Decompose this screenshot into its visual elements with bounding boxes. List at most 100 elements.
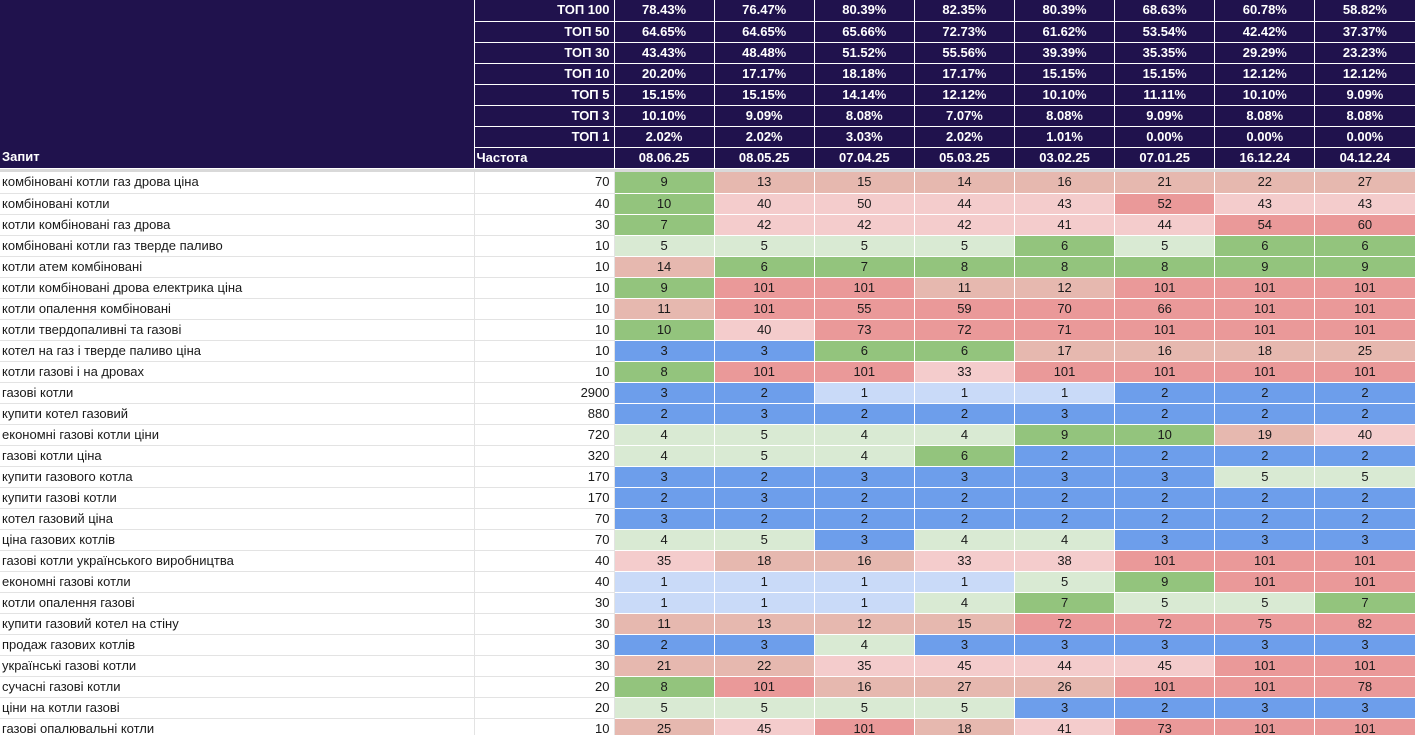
- frequency-cell[interactable]: 70: [474, 172, 615, 194]
- position-cell[interactable]: 27: [1314, 172, 1415, 194]
- position-cell[interactable]: 7: [1014, 592, 1116, 614]
- query-cell[interactable]: котел газовий ціна: [0, 508, 475, 530]
- frequency-cell[interactable]: 30: [474, 613, 615, 635]
- summary-percent[interactable]: 80.39%: [814, 0, 915, 22]
- position-cell[interactable]: 5: [1014, 571, 1116, 593]
- position-cell[interactable]: 101: [1314, 361, 1415, 383]
- position-cell[interactable]: 2: [1014, 487, 1116, 509]
- position-cell[interactable]: 44: [1014, 655, 1116, 677]
- position-cell[interactable]: 45: [914, 655, 1016, 677]
- position-cell[interactable]: 2: [1314, 508, 1415, 530]
- position-cell[interactable]: 5: [1214, 466, 1316, 488]
- position-cell[interactable]: 25: [614, 718, 715, 735]
- position-cell[interactable]: 16: [1014, 172, 1116, 194]
- frequency-cell[interactable]: 30: [474, 592, 615, 614]
- frequency-cell[interactable]: 320: [474, 445, 615, 467]
- position-cell[interactable]: 3: [1114, 634, 1216, 656]
- position-cell[interactable]: 7: [614, 214, 715, 236]
- position-cell[interactable]: 66: [1114, 298, 1216, 320]
- query-cell[interactable]: купити газового котла: [0, 466, 475, 488]
- query-cell[interactable]: купити котел газовий: [0, 403, 475, 425]
- position-cell[interactable]: 71: [1014, 319, 1116, 341]
- position-cell[interactable]: 1: [914, 382, 1016, 404]
- position-cell[interactable]: 3: [614, 340, 715, 362]
- position-cell[interactable]: 2: [1114, 382, 1216, 404]
- position-cell[interactable]: 2: [1014, 508, 1116, 530]
- summary-percent[interactable]: 15.15%: [1114, 63, 1216, 85]
- summary-percent[interactable]: 14.14%: [814, 84, 915, 106]
- summary-percent[interactable]: 7.07%: [914, 105, 1016, 127]
- position-cell[interactable]: 8: [1014, 256, 1116, 278]
- query-cell[interactable]: українські газові котли: [0, 655, 475, 677]
- summary-percent[interactable]: 0.00%: [1314, 126, 1415, 148]
- position-cell[interactable]: 4: [814, 634, 915, 656]
- position-cell[interactable]: 101: [1314, 571, 1415, 593]
- query-cell[interactable]: котли опалення комбіновані: [0, 298, 475, 320]
- position-cell[interactable]: 8: [614, 361, 715, 383]
- position-cell[interactable]: 2: [714, 508, 815, 530]
- position-cell[interactable]: 101: [1014, 361, 1116, 383]
- query-cell[interactable]: економні газові котли: [0, 571, 475, 593]
- position-cell[interactable]: 4: [614, 529, 715, 551]
- position-cell[interactable]: 2: [914, 508, 1016, 530]
- summary-percent[interactable]: 51.52%: [814, 42, 915, 64]
- summary-percent[interactable]: 39.39%: [1014, 42, 1116, 64]
- position-cell[interactable]: 6: [1314, 235, 1415, 257]
- position-cell[interactable]: 3: [714, 340, 815, 362]
- position-cell[interactable]: 101: [714, 676, 815, 698]
- position-cell[interactable]: 1: [614, 571, 715, 593]
- position-cell[interactable]: 6: [714, 256, 815, 278]
- summary-percent[interactable]: 68.63%: [1114, 0, 1216, 22]
- position-cell[interactable]: 38: [1014, 550, 1116, 572]
- column-header-date[interactable]: 16.12.24: [1214, 147, 1316, 169]
- query-cell[interactable]: котел на газ і тверде паливо ціна: [0, 340, 475, 362]
- position-cell[interactable]: 101: [814, 361, 915, 383]
- summary-percent[interactable]: 8.08%: [814, 105, 915, 127]
- position-cell[interactable]: 82: [1314, 613, 1415, 635]
- summary-percent[interactable]: 2.02%: [614, 126, 715, 148]
- position-cell[interactable]: 18: [914, 718, 1016, 735]
- position-cell[interactable]: 1: [814, 592, 915, 614]
- position-cell[interactable]: 45: [714, 718, 815, 735]
- column-header-date[interactable]: 07.04.25: [814, 147, 915, 169]
- position-cell[interactable]: 2: [614, 403, 715, 425]
- frequency-cell[interactable]: 10: [474, 361, 615, 383]
- position-cell[interactable]: 4: [914, 529, 1016, 551]
- position-cell[interactable]: 16: [1114, 340, 1216, 362]
- summary-percent[interactable]: 18.18%: [814, 63, 915, 85]
- position-cell[interactable]: 2: [1214, 487, 1316, 509]
- position-cell[interactable]: 18: [1214, 340, 1316, 362]
- position-cell[interactable]: 2: [1314, 487, 1415, 509]
- frequency-cell[interactable]: 40: [474, 193, 615, 215]
- position-cell[interactable]: 11: [614, 298, 715, 320]
- frequency-cell[interactable]: 70: [474, 529, 615, 551]
- query-cell[interactable]: комбіновані котли: [0, 193, 475, 215]
- summary-percent[interactable]: 8.08%: [1314, 105, 1415, 127]
- summary-percent[interactable]: 1.01%: [1014, 126, 1116, 148]
- query-cell[interactable]: котли комбіновані дрова електрика ціна: [0, 277, 475, 299]
- frequency-cell[interactable]: 40: [474, 550, 615, 572]
- query-cell[interactable]: комбіновані котли газ дрова ціна: [0, 172, 475, 194]
- position-cell[interactable]: 101: [714, 361, 815, 383]
- position-cell[interactable]: 35: [814, 655, 915, 677]
- frequency-cell[interactable]: 10: [474, 319, 615, 341]
- position-cell[interactable]: 72: [1014, 613, 1116, 635]
- position-cell[interactable]: 101: [1314, 550, 1415, 572]
- position-cell[interactable]: 3: [1314, 634, 1415, 656]
- summary-percent[interactable]: 53.54%: [1114, 21, 1216, 43]
- summary-percent[interactable]: 12.12%: [914, 84, 1016, 106]
- position-cell[interactable]: 43: [1314, 193, 1415, 215]
- position-cell[interactable]: 3: [1214, 529, 1316, 551]
- summary-percent[interactable]: 9.09%: [1314, 84, 1415, 106]
- summary-percent[interactable]: 17.17%: [914, 63, 1016, 85]
- position-cell[interactable]: 101: [814, 277, 915, 299]
- column-header-query[interactable]: Запит: [0, 147, 475, 169]
- position-cell[interactable]: 1: [914, 571, 1016, 593]
- query-cell[interactable]: сучасні газові котли: [0, 676, 475, 698]
- summary-percent[interactable]: 0.00%: [1114, 126, 1216, 148]
- summary-percent[interactable]: 8.08%: [1014, 105, 1116, 127]
- position-cell[interactable]: 2: [1114, 403, 1216, 425]
- position-cell[interactable]: 14: [914, 172, 1016, 194]
- position-cell[interactable]: 3: [814, 529, 915, 551]
- position-cell[interactable]: 78: [1314, 676, 1415, 698]
